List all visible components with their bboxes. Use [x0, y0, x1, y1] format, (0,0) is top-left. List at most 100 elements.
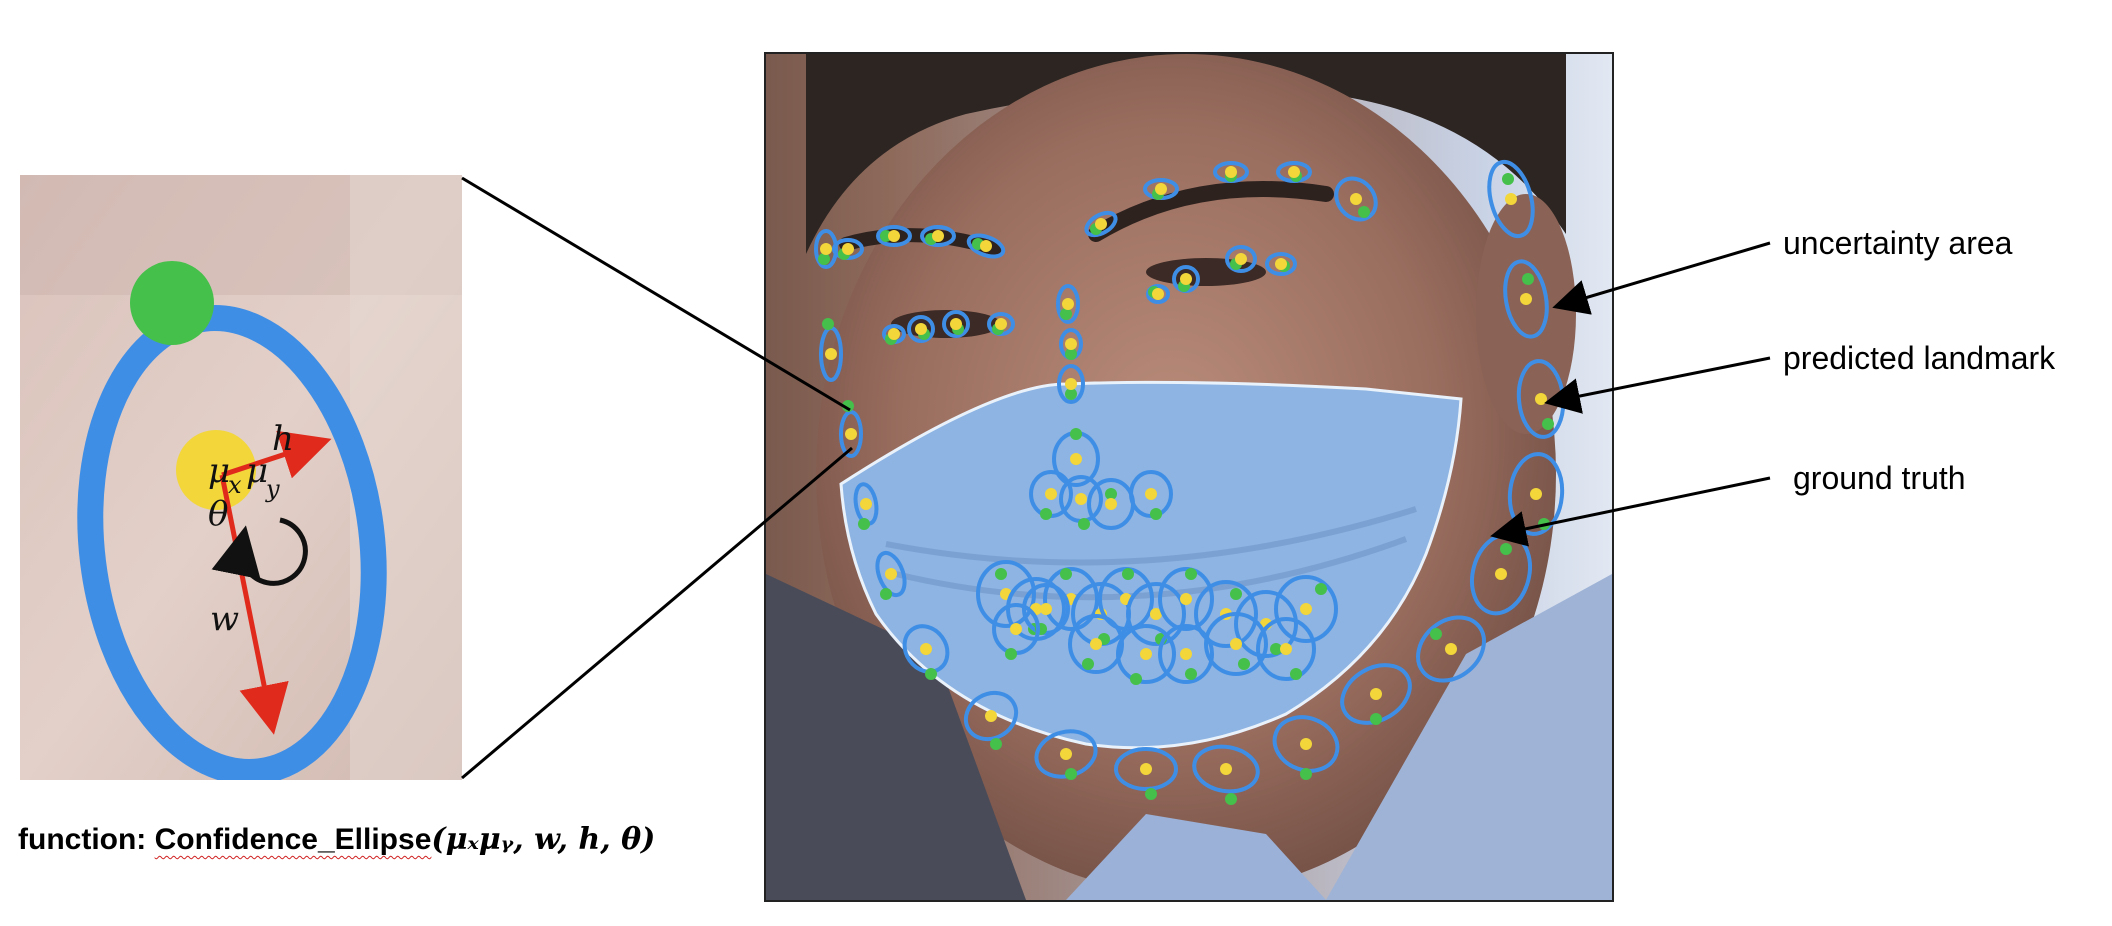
- uncertainty-area-label: uncertainty area: [1783, 225, 2013, 261]
- landmark-predicted: [1065, 378, 1077, 390]
- landmark-ground-truth: [818, 253, 830, 265]
- landmark-ellipse: [1084, 210, 1118, 238]
- landmark-predicted: [1090, 638, 1102, 650]
- landmark-ellipse: [1056, 284, 1080, 324]
- landmark-predicted: [1230, 638, 1242, 650]
- mu-x-label: μ: [208, 451, 230, 491]
- landmark-predicted: [1180, 593, 1192, 605]
- landmark-ellipse: [1022, 583, 1070, 635]
- mu-y-label: μ: [246, 451, 268, 491]
- landmark-predicted: [1152, 288, 1164, 300]
- landmark-ground-truth: [1358, 206, 1370, 218]
- landmark-ground-truth: [858, 518, 870, 530]
- landmark-predicted: [1225, 166, 1237, 178]
- zoom-inset-svg: h θ w μ x μ y: [20, 175, 462, 780]
- landmark-ground-truth: [1078, 518, 1090, 530]
- landmark-ellipse: [902, 624, 950, 674]
- predicted-landmark-label: predicted landmark: [1783, 340, 2056, 376]
- shirt-right: [1326, 574, 1612, 900]
- landmark-predicted: [915, 323, 927, 335]
- caption-args: (μₓμᵧ, w, h, θ): [431, 822, 656, 857]
- landmark-ground-truth: [1290, 668, 1302, 680]
- landmark-ground-truth: [1065, 768, 1077, 780]
- landmark-predicted: [1530, 488, 1542, 500]
- theta-label: θ: [208, 494, 228, 534]
- landmark-ellipse: [1158, 624, 1214, 684]
- landmark-ellipse: [1158, 567, 1214, 631]
- landmark-predicted: [932, 230, 944, 242]
- landmark-ellipse: [1068, 614, 1124, 674]
- h-vector: [221, 430, 332, 479]
- landmark-predicted: [995, 318, 1007, 330]
- face-photo-svg: [766, 54, 1612, 900]
- landmark-predicted: [1520, 293, 1532, 305]
- hair: [806, 54, 1566, 254]
- landmark-predicted: [885, 568, 897, 580]
- landmark-ellipse: [1274, 575, 1338, 643]
- landmark-ground-truth: [1070, 428, 1082, 440]
- landmark-predicted: [1140, 648, 1152, 660]
- landmark-predicted: [1140, 763, 1152, 775]
- landmark-ellipse: [1146, 284, 1170, 304]
- landmark-predicted: [1505, 193, 1517, 205]
- h-label: h: [272, 419, 294, 459]
- face-photo: [764, 52, 1614, 902]
- landmark-predicted: [888, 230, 900, 242]
- landmark-ellipse: [1503, 259, 1549, 339]
- landmark-predicted: [1155, 183, 1167, 195]
- landmark-ground-truth: [1065, 348, 1077, 360]
- landmark-predicted: [1105, 498, 1117, 510]
- landmark-predicted: [1150, 608, 1162, 620]
- landmark-predicted: [1445, 643, 1457, 655]
- landmark-ground-truth: [1185, 568, 1197, 580]
- landmark-ground-truth: [925, 668, 937, 680]
- landmark-predicted: [1095, 218, 1107, 230]
- landmark-ground-truth: [1230, 588, 1242, 600]
- landmark-ground-truth: [822, 318, 834, 330]
- landmark-ground-truth: [1225, 793, 1237, 805]
- landmark-predicted: [820, 243, 832, 255]
- landmark-ground-truth: [1522, 273, 1534, 285]
- landmark-ellipse: [1340, 663, 1412, 725]
- ground-truth-label: ground truth: [1793, 460, 1966, 496]
- landmark-ellipse: [976, 560, 1036, 628]
- landmark-predicted: [1495, 568, 1507, 580]
- landmark-ground-truth: [990, 738, 1002, 750]
- landmark-ellipse: [1043, 567, 1099, 631]
- landmark-predicted: [1300, 603, 1312, 615]
- landmark-ground-truth: [1430, 628, 1442, 640]
- landmark-ellipse: [875, 550, 907, 598]
- mu-x-subscript: x: [228, 471, 242, 499]
- rotation-arrow-icon: [211, 517, 308, 586]
- landmark-predicted: [1180, 273, 1192, 285]
- predicted-point: [176, 430, 256, 510]
- landmark-predicted: [1288, 166, 1300, 178]
- landmark-ground-truth: [1060, 308, 1072, 320]
- landmark-ground-truth: [1500, 543, 1512, 555]
- landmark-ellipse: [1116, 624, 1176, 684]
- landmark-ground-truth: [1185, 668, 1197, 680]
- landmark-ground-truth: [1502, 173, 1514, 185]
- landmark-ground-truth: [1105, 488, 1117, 500]
- landmark-ground-truth: [1315, 583, 1327, 595]
- ground-truth-point: [130, 261, 214, 345]
- landmark-predicted: [1145, 488, 1157, 500]
- caption-function-name: Confidence_Ellipse: [154, 823, 432, 856]
- landmark-predicted: [1062, 298, 1074, 310]
- landmark-predicted: [1370, 688, 1382, 700]
- landmark-ellipse: [920, 225, 956, 247]
- caption-prefix: function:: [18, 823, 155, 856]
- shirt-collar: [1066, 814, 1326, 900]
- landmark-ground-truth: [1370, 713, 1382, 725]
- landmark-ellipse: [1194, 580, 1258, 648]
- landmark-ellipse: [942, 310, 970, 338]
- landmark-predicted: [1040, 603, 1052, 615]
- landmark-predicted: [1075, 493, 1087, 505]
- landmark-predicted: [1275, 258, 1287, 270]
- landmark-ellipse: [1234, 590, 1298, 658]
- landmark-ground-truth: [1065, 388, 1077, 400]
- landmark-ground-truth: [1005, 648, 1017, 660]
- landmark-ground-truth: [880, 588, 892, 600]
- landmark-ellipse: [1126, 582, 1186, 646]
- landmark-predicted: [1060, 748, 1072, 760]
